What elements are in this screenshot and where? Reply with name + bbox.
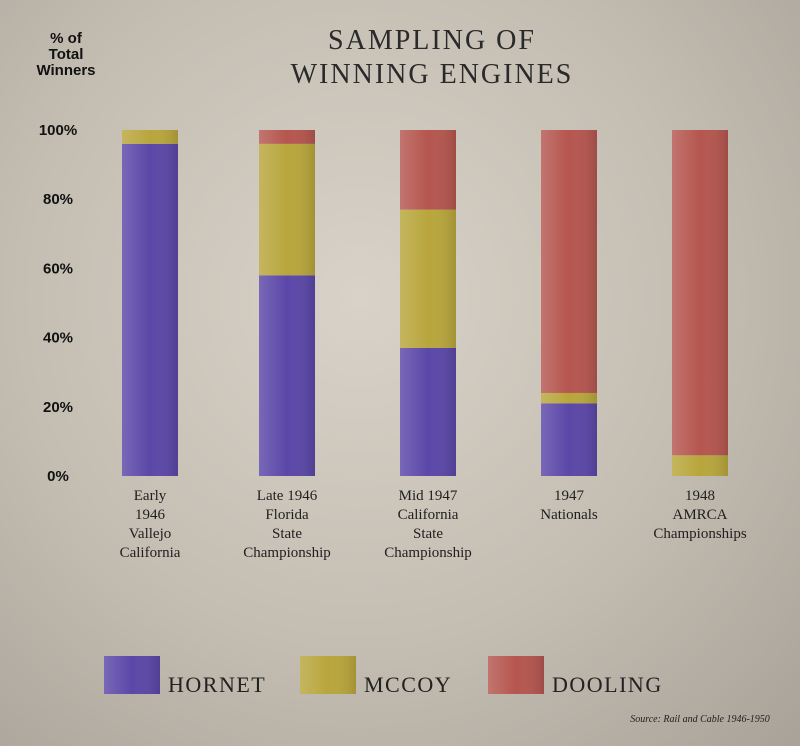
category-label-line: Late 1946	[257, 488, 318, 504]
chart-title: SAMPLING OF WINNING ENGINES	[291, 25, 574, 90]
category-label-line: 1946	[135, 507, 166, 523]
y-tick-label: 40%	[43, 330, 73, 347]
category-label-line: Championship	[243, 545, 331, 561]
y-tick-label: 60%	[43, 260, 73, 277]
legend-item-mccoy: MCCOY	[300, 656, 452, 697]
legend-label: HORNET	[168, 672, 266, 697]
category-labels: Early 1946 Vallejo California Late 1946 Flori…	[120, 488, 747, 561]
category-label-line: State	[272, 526, 302, 542]
category-label-line: California	[120, 545, 181, 561]
legend-swatch-shading	[488, 656, 544, 694]
category-label-line: Mid 1947	[399, 488, 458, 504]
y-axis-label-line-1: % of	[50, 30, 83, 47]
legend-label: DOOLING	[552, 672, 663, 697]
legend-swatch-shading	[104, 656, 160, 694]
y-axis-label: % of Total Winners	[36, 30, 95, 79]
bars	[122, 130, 728, 476]
chart-title-line-2: WINNING ENGINES	[291, 59, 574, 90]
stacked-bar	[400, 130, 456, 476]
category-label-line: State	[413, 526, 443, 542]
bar-shading	[259, 130, 315, 476]
legend-item-hornet: HORNET	[104, 656, 266, 697]
legend-swatch-shading	[300, 656, 356, 694]
bar-shading	[400, 130, 456, 476]
category-label-line: Nationals	[540, 507, 598, 523]
y-axis-label-line-2: Total	[49, 46, 84, 63]
legend-label: MCCOY	[364, 672, 452, 697]
stacked-bar	[672, 130, 728, 476]
source-note: Source: Rail and Cable 1946-1950	[630, 714, 770, 725]
y-tick-label: 0%	[47, 468, 69, 485]
category-label-line: 1947	[554, 488, 585, 504]
category-label-line: Vallejo	[129, 526, 172, 542]
category-label-line: Florida	[265, 507, 309, 523]
stacked-bar	[541, 130, 597, 476]
category-label-line: Championship	[384, 545, 472, 561]
y-tick-label: 100%	[39, 122, 77, 139]
legend-item-dooling: DOOLING	[488, 656, 663, 697]
category-label-line: 1948	[685, 488, 715, 504]
category-label-line: Early	[134, 488, 167, 504]
y-axis-ticks: 0% 20% 40% 60% 80% 100%	[39, 122, 77, 485]
category-label-line: California	[398, 507, 459, 523]
y-tick-label: 20%	[43, 399, 73, 416]
bar-shading	[672, 130, 728, 476]
y-tick-label: 80%	[43, 191, 73, 208]
stacked-bar	[122, 130, 178, 476]
bar-shading	[541, 130, 597, 476]
category-label-line: Championships	[653, 526, 747, 542]
bar-shading	[122, 130, 178, 476]
chart-title-line-1: SAMPLING OF	[328, 25, 536, 56]
category-label-line: AMRCA	[672, 507, 727, 523]
stacked-bar	[259, 130, 315, 476]
y-axis-label-line-3: Winners	[36, 62, 95, 79]
legend: HORNET MCCOY DOOLING	[104, 656, 663, 697]
